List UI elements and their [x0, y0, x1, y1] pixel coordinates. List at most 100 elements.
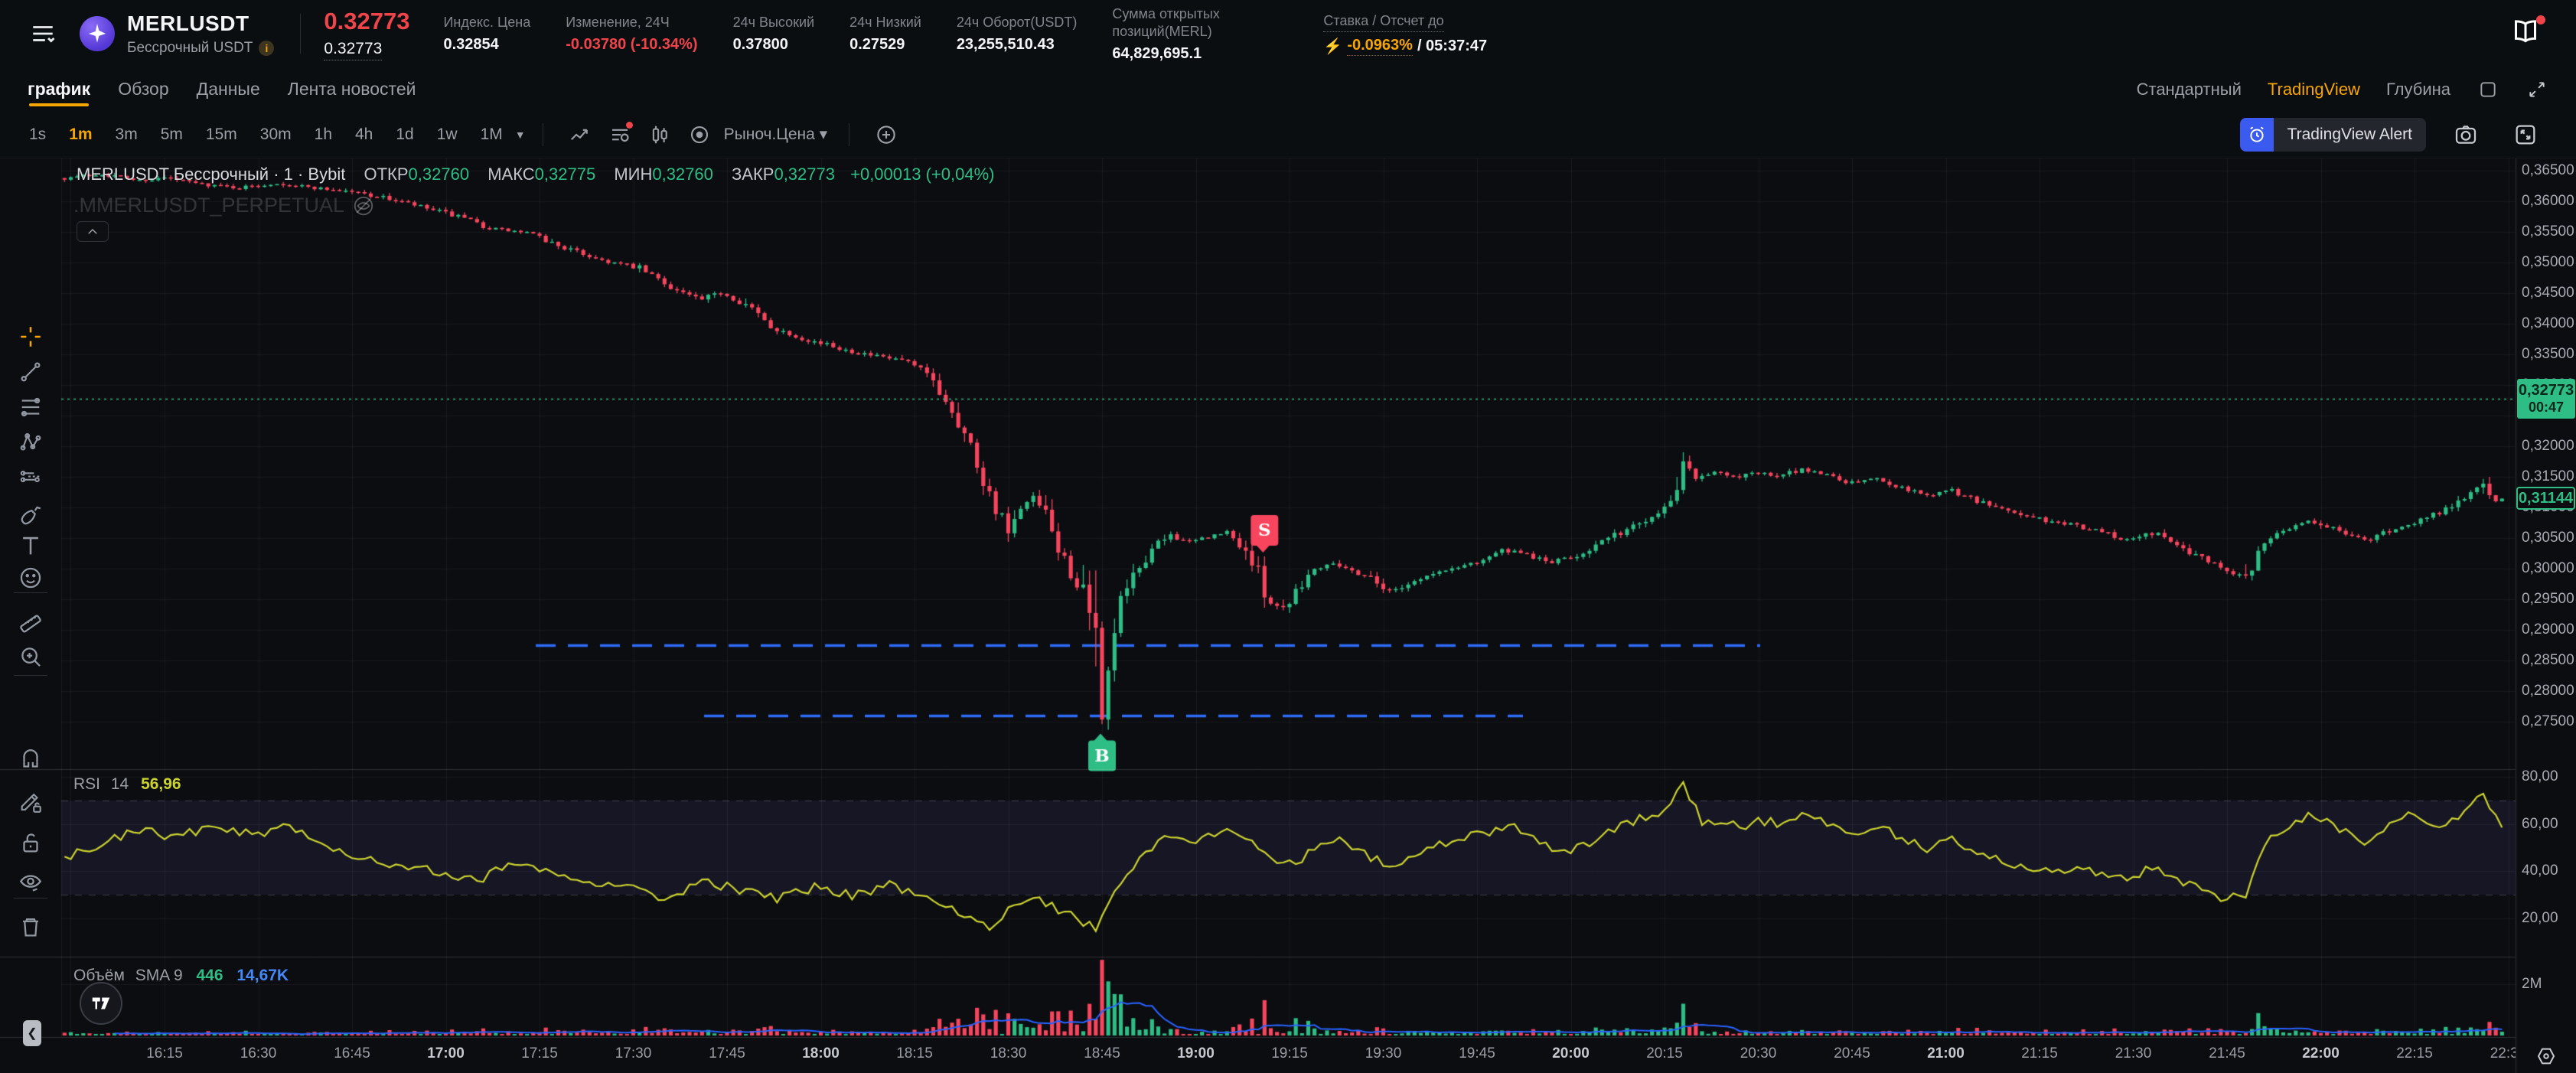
- hide-drawings-tool-icon[interactable]: [11, 866, 51, 899]
- chart-toolbar: 1s 1m 3m 5m 15m 30m 1h 4h 1d 1w 1M ▼: [0, 111, 2576, 158]
- symbol-name: MERLUSDT: [127, 11, 249, 35]
- chart-style-icon[interactable]: [566, 121, 594, 148]
- tf-5m[interactable]: 5m: [160, 125, 183, 143]
- price-chart-canvas[interactable]: [0, 158, 2576, 1073]
- time-tick: 21:30: [2115, 1045, 2152, 1062]
- time-tick: 21:00: [1927, 1045, 1965, 1062]
- tf-1h[interactable]: 1h: [314, 125, 332, 143]
- tab-overview[interactable]: Обзор: [118, 79, 169, 99]
- tf-1w[interactable]: 1w: [436, 125, 458, 143]
- timezone-settings-icon[interactable]: [2533, 1043, 2559, 1069]
- scroll-left-handle[interactable]: ❮: [23, 1020, 41, 1046]
- legend-open: 0,32760: [408, 165, 470, 184]
- candle-type-icon[interactable]: [646, 121, 673, 148]
- chart-legend[interactable]: MERLUSDT Бессрочный · 1 · Bybit ОТКР0,32…: [77, 165, 995, 184]
- price-tick: 0,31500: [2522, 468, 2574, 484]
- last-price: 0.32773: [324, 7, 410, 34]
- contract-type: Бессрочный USDT: [127, 39, 253, 56]
- magnet-tool-icon[interactable]: [11, 743, 51, 777]
- measure-tool-icon[interactable]: [11, 603, 51, 637]
- price-axis[interactable]: 0,32773 00:47 0,31144 0,36500 0,36000 0,35…: [2516, 158, 2576, 1073]
- expand-icon[interactable]: [2525, 78, 2548, 101]
- price-tick: 0,30500: [2522, 530, 2574, 546]
- rsi-pane-label[interactable]: RSI 14 56,96: [73, 775, 181, 793]
- time-axis[interactable]: 16:15 16:30 16:45 17:00 17:15 17:30 17:45 18:00…: [0, 1037, 2516, 1073]
- price-tick: 0,29000: [2522, 621, 2574, 638]
- forecast-tool-icon[interactable]: [11, 461, 51, 494]
- legend-high: 0,32775: [534, 165, 596, 184]
- tab-data[interactable]: Данные: [196, 79, 260, 99]
- market-menu-icon[interactable]: [28, 18, 58, 49]
- price-tick: 0,35500: [2522, 223, 2574, 240]
- emoji-tool-icon[interactable]: [11, 561, 51, 595]
- tradingview-alert-button[interactable]: TradingView Alert: [2239, 117, 2426, 152]
- lock-all-tool-icon[interactable]: [11, 826, 51, 859]
- header-divider: [300, 14, 302, 54]
- time-tick: 22:30: [2490, 1045, 2516, 1062]
- orderbook-guide-icon[interactable]: [2510, 15, 2545, 51]
- eye-hidden-icon[interactable]: [352, 194, 375, 217]
- time-tick: 19:15: [1271, 1045, 1308, 1062]
- tf-1s[interactable]: 1s: [29, 125, 47, 143]
- add-compare-icon[interactable]: [872, 121, 900, 148]
- stat-index-price: Индекс. Цена 0.32854: [443, 15, 531, 53]
- volume-sma-value: 14,67K: [236, 967, 289, 984]
- symbol-block[interactable]: MERLUSDT Бессрочный USDT i: [127, 11, 275, 57]
- legend-title: MERLUSDT Бессрочный · 1 · Bybit: [77, 165, 346, 184]
- mark-price[interactable]: 0.32773: [324, 40, 383, 60]
- rail-divider: [14, 898, 47, 899]
- rsi-value: 56,96: [141, 775, 181, 793]
- price-tick: 0,28000: [2522, 683, 2574, 699]
- viewmode-standard[interactable]: Стандартный: [2136, 79, 2242, 99]
- trendline-tool-icon[interactable]: [11, 355, 51, 389]
- price-tick: 0,34500: [2522, 285, 2574, 301]
- time-tick: 19:00: [1177, 1045, 1215, 1062]
- tf-3m[interactable]: 3m: [115, 125, 138, 143]
- screenshot-icon[interactable]: [2452, 121, 2480, 148]
- series-close-badge: 0,31144: [2516, 487, 2575, 510]
- tf-4h[interactable]: 4h: [355, 125, 373, 143]
- info-icon[interactable]: i: [259, 40, 275, 56]
- tf-1m[interactable]: 1m: [69, 125, 93, 143]
- fib-tool-icon[interactable]: [11, 390, 51, 424]
- time-tick: 21:45: [2209, 1045, 2245, 1062]
- tf-15m[interactable]: 15m: [205, 125, 237, 143]
- collapse-legend-button[interactable]: [77, 221, 109, 242]
- tradingview-logo[interactable]: [80, 982, 122, 1025]
- stat-funding: Ставка / Отсчет до ⚡ -0.0963% / 05:37:47: [1323, 12, 1488, 56]
- order-price-selector[interactable]: Рыноч.Цена ▾: [723, 126, 828, 143]
- alarm-clock-icon: [2239, 117, 2274, 152]
- stat-change-24h: Изменение, 24Ч -0.03780 (-10.34%): [566, 15, 698, 53]
- tab-row: график Обзор Данные Лента новостей Станд…: [0, 67, 2576, 111]
- fullscreen-icon[interactable]: [2512, 121, 2539, 148]
- drawing-lock-tool-icon[interactable]: [11, 785, 51, 819]
- volume-pane-label[interactable]: Объём SMA 9 446 14,67K: [73, 967, 289, 984]
- hidden-study-row[interactable]: .MMERLUSDT_PERPETUAL: [73, 194, 375, 217]
- tf-1d[interactable]: 1d: [396, 125, 414, 143]
- price-tick: 0,32000: [2522, 438, 2574, 454]
- layout-icon[interactable]: [2477, 78, 2499, 101]
- timeframe-dropdown-icon[interactable]: ▼: [514, 128, 526, 141]
- tab-chart[interactable]: график: [28, 67, 90, 111]
- time-tick: 20:45: [1834, 1045, 1870, 1062]
- legend-close: 0,32773: [774, 165, 835, 184]
- viewmode-depth[interactable]: Глубина: [2385, 79, 2450, 99]
- price-source-icon[interactable]: [686, 121, 713, 148]
- remove-drawings-tool-icon[interactable]: [11, 910, 51, 944]
- brush-tool-icon[interactable]: [11, 496, 51, 530]
- funding-rate[interactable]: -0.0963%: [1347, 37, 1413, 56]
- crosshair-tool-icon[interactable]: [11, 320, 51, 354]
- chart-area[interactable]: MERLUSDT Бессрочный · 1 · Bybit ОТКР0,32…: [0, 158, 2576, 1073]
- tab-newsfeed[interactable]: Лента новостей: [287, 79, 416, 99]
- zoom-in-tool-icon[interactable]: [11, 640, 51, 673]
- text-tool-icon[interactable]: [11, 529, 51, 563]
- indicators-icon[interactable]: [606, 121, 634, 148]
- tf-1M[interactable]: 1M: [480, 125, 503, 143]
- time-tick: 20:15: [1646, 1045, 1683, 1062]
- pattern-tool-icon[interactable]: [11, 426, 51, 459]
- flash-icon: ⚡: [1323, 38, 1343, 55]
- viewmode-tradingview[interactable]: TradingView: [2267, 79, 2360, 99]
- tf-30m[interactable]: 30m: [259, 125, 292, 143]
- time-tick: 19:45: [1459, 1045, 1495, 1062]
